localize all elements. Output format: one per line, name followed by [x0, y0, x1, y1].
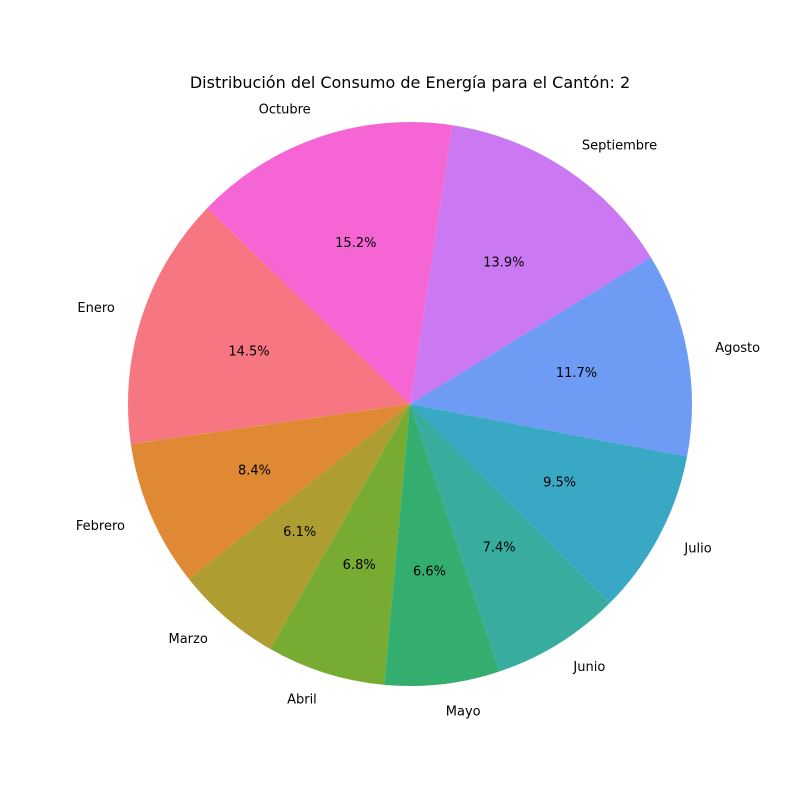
- pie-slice-abril: [270, 404, 410, 685]
- chart-title: Distribución del Consumo de Energía para…: [190, 73, 630, 92]
- slice-label-julio: Julio: [683, 541, 711, 556]
- slice-percent-mayo: 6.6%: [413, 565, 446, 580]
- pie-slice-agosto: [410, 257, 693, 457]
- slice-label-octubre: Octubre: [259, 103, 311, 118]
- pie-slice-marzo: [188, 404, 410, 649]
- slice-percent-enero: 14.5%: [228, 344, 269, 359]
- pie-labels: Enero 14.5% Febrero 8.4% Marzo 6.1% Abril 6.8% M…: [76, 103, 760, 720]
- slice-percent-julio: 9.5%: [543, 476, 576, 491]
- slice-label-junio: Junio: [572, 660, 605, 675]
- pie-slice-octubre: [207, 122, 453, 405]
- pie-slice-febrero: [130, 404, 410, 579]
- slice-percent-abril: 6.8%: [343, 558, 376, 573]
- slice-label-abril: Abril: [287, 692, 317, 707]
- pie-slices: [128, 122, 693, 687]
- slice-percent-febrero: 8.4%: [238, 463, 271, 478]
- slice-label-septiembre: Septiembre: [582, 138, 657, 153]
- slice-label-febrero: Febrero: [76, 519, 125, 534]
- slice-percent-agosto: 11.7%: [556, 366, 597, 381]
- slice-label-agosto: Agosto: [715, 341, 760, 356]
- pie-slice-mayo: [384, 404, 500, 687]
- slice-percent-marzo: 6.1%: [283, 525, 316, 540]
- pie-slice-enero: [128, 208, 411, 444]
- pie-slice-junio: [410, 404, 610, 672]
- slice-label-mayo: Mayo: [446, 705, 481, 720]
- slice-percent-octubre: 15.2%: [335, 236, 376, 251]
- slice-label-enero: Enero: [77, 301, 115, 316]
- slice-label-marzo: Marzo: [168, 632, 207, 647]
- pie-slice-septiembre: [410, 125, 651, 404]
- pie-slice-julio: [410, 404, 688, 604]
- slice-percent-septiembre: 13.9%: [483, 256, 524, 271]
- slice-percent-junio: 7.4%: [483, 540, 516, 555]
